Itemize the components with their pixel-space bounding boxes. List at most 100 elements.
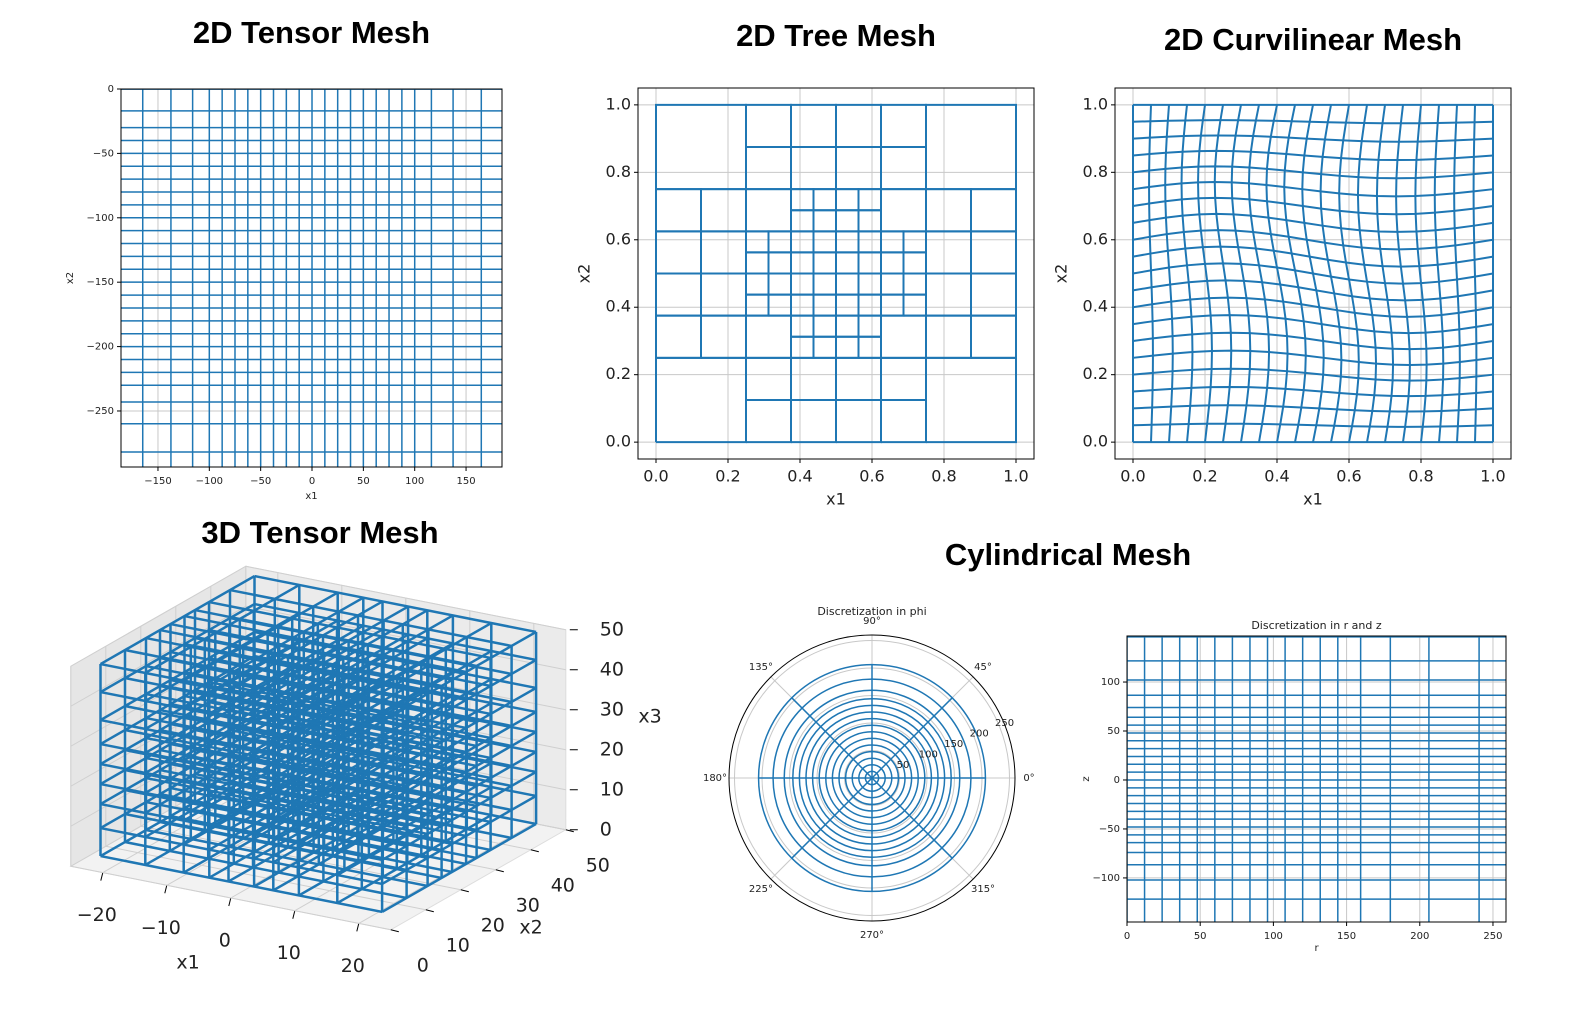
x-tick-label: 0 <box>1124 931 1130 942</box>
x-tick-label: 150 <box>1337 931 1356 942</box>
z-tick-label: 20 <box>600 738 624 760</box>
mesh-line <box>700 188 747 233</box>
x-tick-label: 0.2 <box>1192 467 1217 486</box>
y-tick-label: 0 <box>108 84 114 95</box>
mesh-line <box>857 209 882 233</box>
mesh-line <box>1132 404 1494 413</box>
y-tick-label: 0.6 <box>1083 229 1108 248</box>
y-tick-mark <box>425 909 434 913</box>
mesh-line <box>790 314 815 338</box>
theta-tick-label: 315° <box>971 884 995 895</box>
grid-line <box>358 822 535 924</box>
mesh-line <box>1414 104 1428 443</box>
y-tick-label: 1.0 <box>1083 94 1108 113</box>
mesh-line <box>145 776 428 836</box>
chart-subtitle: Discretization in phi <box>817 605 926 618</box>
x-tick-label: 10 <box>277 942 301 964</box>
y-axis-label: x2 <box>575 264 594 284</box>
mesh-line <box>1433 104 1445 443</box>
mesh-line <box>871 697 953 779</box>
mesh-line <box>655 188 702 233</box>
mesh-line <box>184 642 467 702</box>
z-axis-label: x3 <box>638 706 661 728</box>
y-axis-label: x2 <box>65 272 76 284</box>
polar-chart: Cylindrical Mesh Discretization in phi 0° 4… <box>703 537 1191 941</box>
mesh-line <box>835 272 860 296</box>
x-axis-label: r <box>1314 943 1319 954</box>
y-axis-label: x2 <box>1052 264 1071 284</box>
r-tick-label: 200 <box>970 729 989 740</box>
chart-title: Cylindrical Mesh <box>945 537 1191 572</box>
mesh-line <box>970 272 1017 317</box>
plot-frame <box>637 87 1035 460</box>
mesh-line <box>1213 104 1233 443</box>
mesh-line <box>857 335 882 359</box>
mesh-line <box>857 272 882 296</box>
mesh-line <box>159 768 442 828</box>
mesh-line <box>745 103 792 149</box>
r-tick-label: 100 <box>919 750 938 761</box>
mesh <box>1132 103 1494 444</box>
mesh-line <box>835 314 860 338</box>
y-tick-label: 0.6 <box>606 229 631 248</box>
mesh-line <box>835 146 882 191</box>
mesh-line <box>194 748 477 808</box>
x-tick-label: 0.4 <box>787 467 812 486</box>
y-tick-label: −150 <box>87 277 114 288</box>
mesh-line <box>745 314 792 359</box>
mesh-line <box>184 778 467 838</box>
x-tick-mark <box>164 885 168 894</box>
y-tick-label: 0.0 <box>1083 432 1108 451</box>
y-tick-label: −250 <box>87 406 114 417</box>
y-tick-mark <box>530 849 539 853</box>
mesh-line <box>745 398 792 444</box>
r-tick-label: 150 <box>944 739 963 750</box>
y-tick-label: 0.2 <box>1083 364 1108 383</box>
x-tick-label: 200 <box>1410 931 1429 942</box>
y-axis-label: x2 <box>519 917 542 939</box>
mesh-line <box>1132 119 1494 125</box>
mesh <box>655 103 1017 444</box>
mesh-line <box>835 293 860 317</box>
mesh-line <box>790 103 837 149</box>
mesh-line <box>254 654 537 714</box>
mesh-line <box>145 664 428 724</box>
mesh-line <box>655 103 747 191</box>
mesh-line <box>1132 181 1494 198</box>
mesh-line <box>700 230 747 275</box>
y-tick-mark <box>565 829 574 833</box>
x-tick-label: 0.8 <box>1408 467 1433 486</box>
mesh-line <box>835 103 882 149</box>
mesh-line <box>229 644 512 704</box>
grid-line <box>70 865 391 931</box>
x-tick-label: 20 <box>341 955 365 977</box>
mesh-line <box>655 314 702 359</box>
mesh-line <box>1132 212 1494 233</box>
mesh-line <box>159 820 442 880</box>
mesh-line <box>1472 104 1478 443</box>
x-tick-label: 0.6 <box>859 467 884 486</box>
mesh-line <box>1132 331 1494 351</box>
mesh-line <box>1230 104 1252 443</box>
mesh-line <box>170 650 453 710</box>
y-tick-label: 10 <box>446 934 470 956</box>
mesh-line <box>655 272 702 317</box>
mesh-line <box>790 251 815 275</box>
mesh-line <box>254 674 537 734</box>
mesh-line <box>208 656 491 716</box>
mesh-line <box>184 754 467 814</box>
x-tick-label: 1.0 <box>1003 467 1028 486</box>
theta-tick-label: 135° <box>749 662 773 673</box>
mesh-line <box>124 840 407 900</box>
x-axis-label: x1 <box>826 490 846 509</box>
mesh-line <box>1132 165 1494 180</box>
z-tick-label: 10 <box>600 778 624 800</box>
mesh-line <box>170 814 453 874</box>
z-tick-label: 0 <box>600 818 612 840</box>
mesh-line <box>208 700 491 760</box>
mesh-line <box>970 188 1017 233</box>
mesh-line <box>745 272 770 296</box>
y-tick-label: 0.8 <box>1083 162 1108 181</box>
mesh-line <box>700 272 747 317</box>
